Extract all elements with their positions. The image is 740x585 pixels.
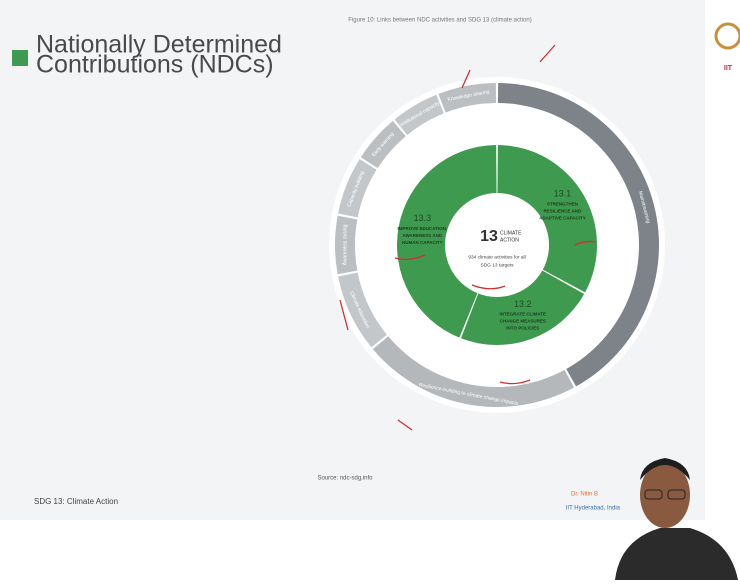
center-note: SDG 13 targets	[480, 262, 514, 268]
outer-label: Awareness raising	[342, 224, 348, 265]
target-description: RESILIENCE AND	[543, 209, 582, 214]
target-description: IMPROVE EDUCATION,	[398, 226, 448, 231]
center-label: ACTION	[500, 237, 519, 243]
target-number: 13.3	[414, 213, 432, 223]
screen: IIT Nationally Determined Contributions …	[0, 0, 740, 580]
target-description: ADAPTIVE CAPACITY	[539, 216, 586, 221]
target-description: INTO POLICIES	[506, 326, 539, 331]
target-number: 13.1	[554, 189, 572, 199]
logo-text: IIT	[724, 65, 733, 72]
target-description: AWARENESS AND	[403, 233, 443, 238]
side-strip	[705, 0, 740, 520]
center-note: 934 climate activities for all	[468, 254, 525, 260]
target-description: CHANGE MEASURES	[500, 319, 546, 324]
presenter: Dr. Nitin B	[571, 492, 598, 498]
center-label: CLIMATE	[500, 230, 522, 236]
target-description: INTEGRATE CLIMATE	[499, 312, 546, 317]
institute: IIT Hyderabad, India	[566, 506, 621, 512]
target-number: 13.2	[514, 299, 532, 309]
title: Contributions (NDCs)	[36, 51, 274, 79]
target-description: STRENGTHEN	[547, 202, 578, 207]
source: Source: ndc-sdg.info	[317, 476, 373, 482]
figure-caption: Figure 10: Links between NDC activities …	[348, 18, 531, 24]
presenter-body	[615, 528, 738, 580]
slide: IIT Nationally Determined Contributions …	[0, 0, 740, 580]
footer: SDG 13: Climate Action	[34, 497, 118, 506]
title-bullet	[12, 50, 28, 66]
target-description: HUMAN CAPACITY	[402, 240, 443, 245]
center-number: 13	[480, 228, 498, 245]
